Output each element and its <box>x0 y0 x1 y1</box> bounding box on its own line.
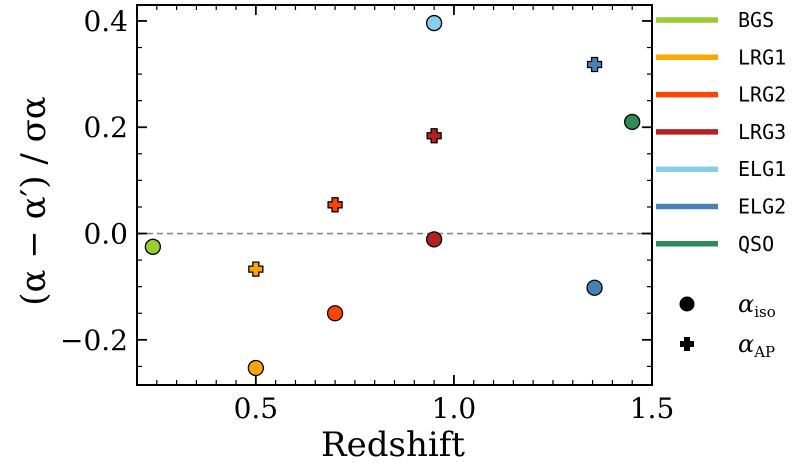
x-tick-label: 1.0 <box>432 392 477 425</box>
data-point-lrg3-ap <box>426 128 442 144</box>
data-point-lrg3-iso <box>425 231 443 248</box>
legend-label-subscript: AP <box>753 343 775 361</box>
y-axis-label: (α − α′) / σα <box>14 96 54 306</box>
legend-label-lrg1: LRG1 <box>738 45 786 69</box>
legend-marker-ap <box>680 337 694 351</box>
x-axis-label: Redshift <box>321 425 465 465</box>
y-tick-label: 0.0 <box>83 218 128 251</box>
plot-area: 0.5 1.0 1.5 −0.2 0.0 0.2 0.4 <box>60 4 675 425</box>
x-tick-label: 0.5 <box>234 392 279 425</box>
data-point-lrg1-iso <box>247 359 264 377</box>
legend-label-qso: QSO <box>738 232 774 256</box>
legend-label-elg1: ELG1 <box>738 157 786 181</box>
data-point-lrg2-iso <box>326 305 344 322</box>
legend-label-bgs: BGS <box>738 8 774 32</box>
x-tick-label: 1.5 <box>630 392 675 425</box>
legend-label-lrg3: LRG3 <box>738 120 786 144</box>
legend-label-elg2: ELG2 <box>738 195 786 219</box>
data-point-elg2-ap <box>586 56 603 73</box>
data-point-elg2-iso <box>586 279 603 296</box>
y-tick-label: 0.4 <box>83 5 128 38</box>
legend-label-lrg2: LRG2 <box>738 83 786 107</box>
legend-label-ap: αAP <box>738 330 775 361</box>
data-point-lrg2-ap <box>327 197 343 213</box>
legend-marker-iso <box>679 296 695 312</box>
data-point-bgs-iso <box>144 238 161 255</box>
y-tick-label: −0.2 <box>60 324 128 357</box>
data-point-elg1-iso <box>425 14 443 32</box>
plot-frame <box>136 4 653 386</box>
legend: BGS LRG1 LRG2 LRG3 ELG1 ELG2 QSO αiso αAP <box>656 8 786 361</box>
legend-label-subscript: iso <box>754 303 776 321</box>
legend-label-iso: αiso <box>738 290 776 321</box>
data-point-lrg1-ap <box>248 261 264 277</box>
data-point-qso-iso <box>624 113 641 131</box>
y-tick-label: 0.2 <box>83 111 128 144</box>
